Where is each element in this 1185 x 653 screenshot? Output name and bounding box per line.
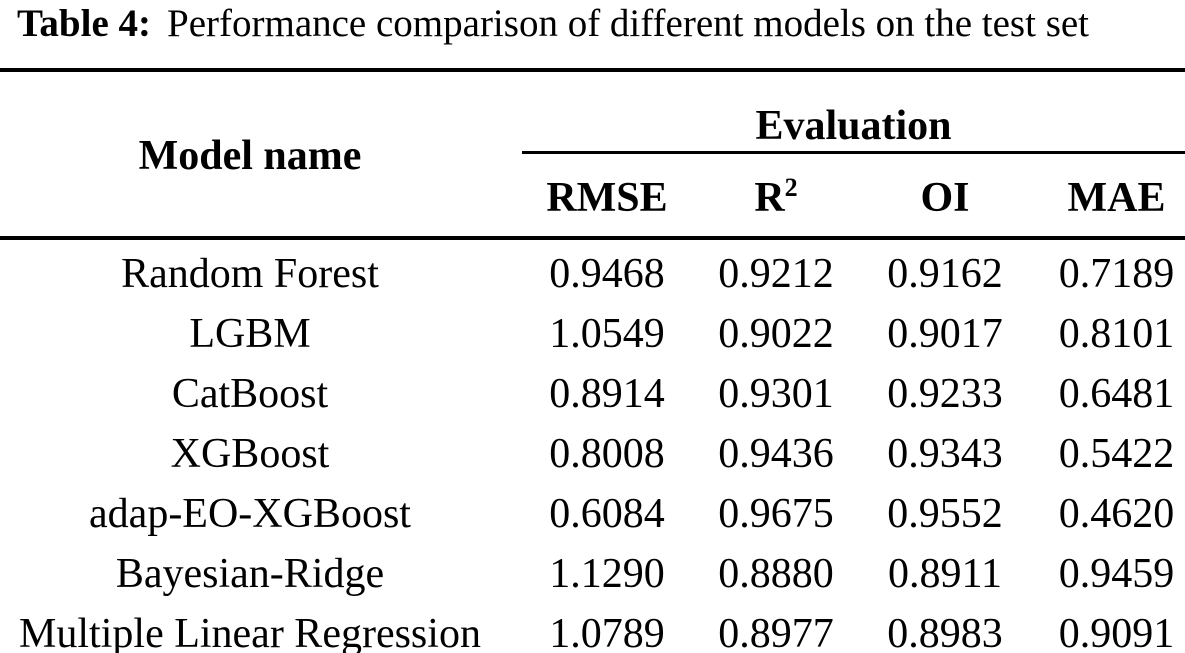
column-header-model-name: Model name [138,133,362,179]
column-header-oi: OI [860,153,1030,239]
model-name-cell: Multiple Linear Regression [19,610,481,653]
model-name-cell: CatBoost [171,370,329,417]
oi-cell: 0.8911 [888,550,1002,597]
oi-cell: 0.9343 [887,430,1003,477]
table-row: CatBoost 0.8914 0.9301 0.9233 0.6481 [0,360,1185,420]
metrics-header-row: RMSE R2 OI MAE [0,153,1185,239]
r2-cell: 0.9675 [718,490,834,537]
oi-cell: 0.9552 [887,490,1003,537]
metric-label: OI [920,175,970,221]
model-name-cell: XGBoost [170,430,330,477]
rmse-cell: 0.9468 [549,250,665,297]
mae-cell: 0.9091 [1058,610,1175,653]
model-name-cell: LGBM [189,310,311,357]
table-body: Random Forest 0.9468 0.9212 0.9162 0.718… [0,238,1185,653]
column-group-header-evaluation: Evaluation [522,70,1185,154]
r2-cell: 0.8977 [718,610,834,653]
oi-cell: 0.9233 [887,370,1003,417]
column-header-mae: MAE [1030,153,1185,239]
mae-cell: 0.5422 [1058,430,1175,477]
column-header-rmse: RMSE [522,153,692,239]
table-row: adap-EO-XGBoost 0.6084 0.9675 0.9552 0.4… [0,480,1185,540]
model-name-cell: Random Forest [121,250,379,297]
mae-cell: 0.9459 [1058,550,1175,597]
table-caption-label: Table 4: [17,2,152,45]
r2-cell: 0.9436 [718,430,834,477]
rmse-cell: 0.8008 [549,430,665,477]
metric-label: MAE [1067,175,1166,221]
table-row: Bayesian-Ridge 1.1290 0.8880 0.8911 0.94… [0,540,1185,600]
rmse-cell: 0.8914 [549,370,665,417]
table-row: XGBoost 0.8008 0.9436 0.9343 0.5422 [0,420,1185,480]
model-name-cell: Bayesian-Ridge [115,550,385,597]
mae-cell: 0.4620 [1058,490,1175,537]
table-caption: Table 4: Performance comparison of differ… [17,0,1177,48]
table-header: Model name Evaluation RMSE R2 OI MAE [0,70,1185,238]
oi-cell: 0.9162 [887,250,1003,297]
table-row: LGBM 1.0549 0.9022 0.9017 0.8101 [0,300,1185,360]
metric-label: R [754,175,785,221]
rmse-cell: 0.6084 [549,490,665,537]
oi-cell: 0.8983 [887,610,1003,653]
column-header-r2: R2 [692,153,860,239]
r2-cell: 0.9212 [718,250,834,297]
table-row: Random Forest 0.9468 0.9212 0.9162 0.718… [0,238,1185,300]
rmse-cell: 1.1290 [549,550,665,597]
table-row: Multiple Linear Regression 1.0789 0.8977… [0,600,1185,653]
r2-cell: 0.9022 [718,310,834,357]
r2-cell: 0.8880 [718,550,834,597]
group-header-row: Model name Evaluation [0,70,1185,177]
metric-label: RMSE [546,175,668,221]
oi-cell: 0.9017 [887,310,1003,357]
metric-superscript: 2 [784,173,798,202]
r2-cell: 0.9301 [718,370,834,417]
rmse-cell: 1.0789 [549,610,665,653]
mae-cell: 0.6481 [1058,370,1175,417]
mae-cell: 0.8101 [1058,310,1175,357]
model-name-cell: adap-EO-XGBoost [89,490,411,537]
table-caption-text: Performance comparison of different mode… [167,2,1090,45]
rmse-cell: 1.0549 [549,310,665,357]
performance-table: Model name Evaluation RMSE R2 OI MAE Ran… [0,68,1185,653]
mae-cell: 0.7189 [1058,250,1175,297]
